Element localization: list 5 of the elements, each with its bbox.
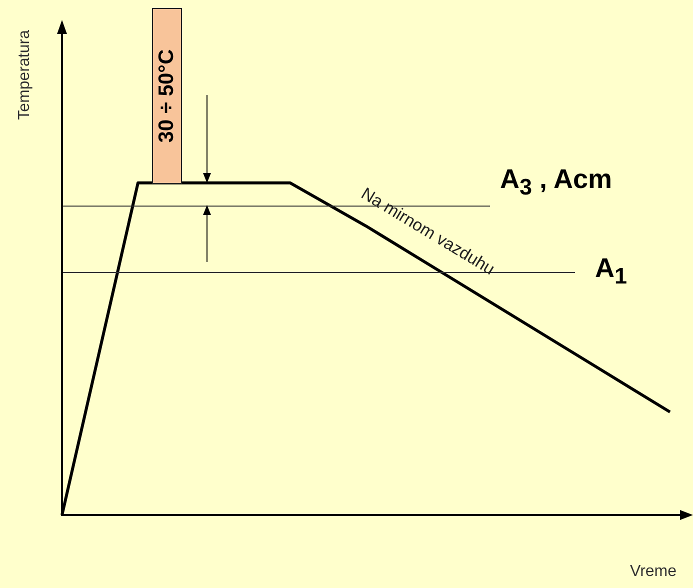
text: 30 ÷ 50°C <box>155 49 179 143</box>
y-axis-title: Temperatura <box>16 30 34 120</box>
ref-line-label: A$_{1}$ <box>595 252 628 289</box>
ref-line-label: A$_{3}$ , Acm <box>500 164 612 200</box>
x-axis-title: Vreme <box>630 563 677 581</box>
